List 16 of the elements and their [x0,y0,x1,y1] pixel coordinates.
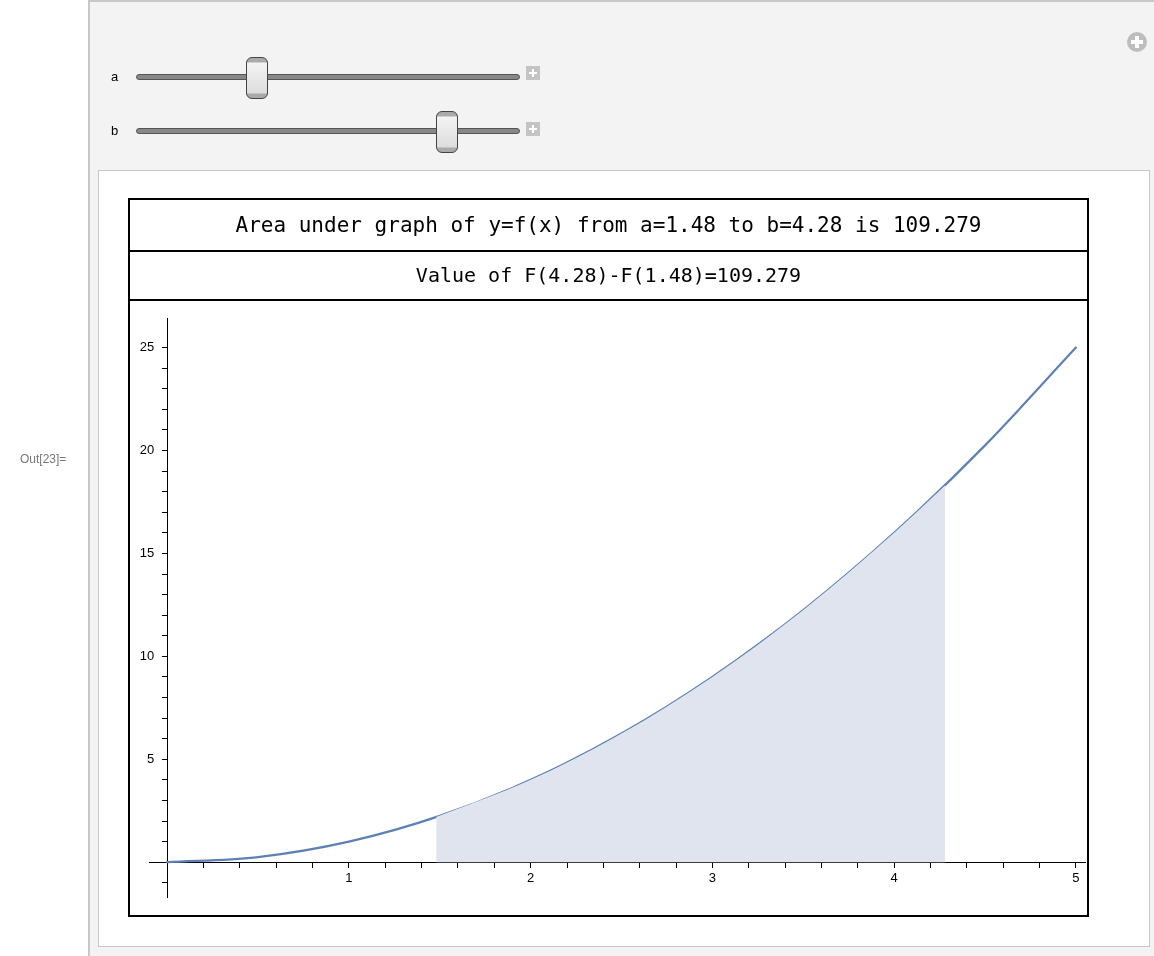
chart-subtitle: Value of F(4.28)-F(1.48)=109.279 [130,252,1087,301]
y-tick-label: 10 [139,647,168,663]
y-tick-label: 5 [146,750,168,766]
y-tick-label: 25 [139,339,168,355]
y-tick-label: 15 [139,545,168,561]
text: b [111,123,119,138]
x-tick-label: 1 [345,869,353,885]
line-series [166,346,1078,864]
text: a [111,69,119,84]
x-tick-label: 3 [708,869,717,885]
text: Out[23]= [20,452,67,466]
y-tick-label: 20 [139,442,168,458]
x-tick-label: 2 [527,869,535,885]
x-tick-label: 5 [1072,869,1080,885]
x-tick-label: 4 [890,869,898,885]
chart-title: Area under graph of y=f(x) from a=1.48 to b=4.28 is 109.279 [130,200,1087,252]
